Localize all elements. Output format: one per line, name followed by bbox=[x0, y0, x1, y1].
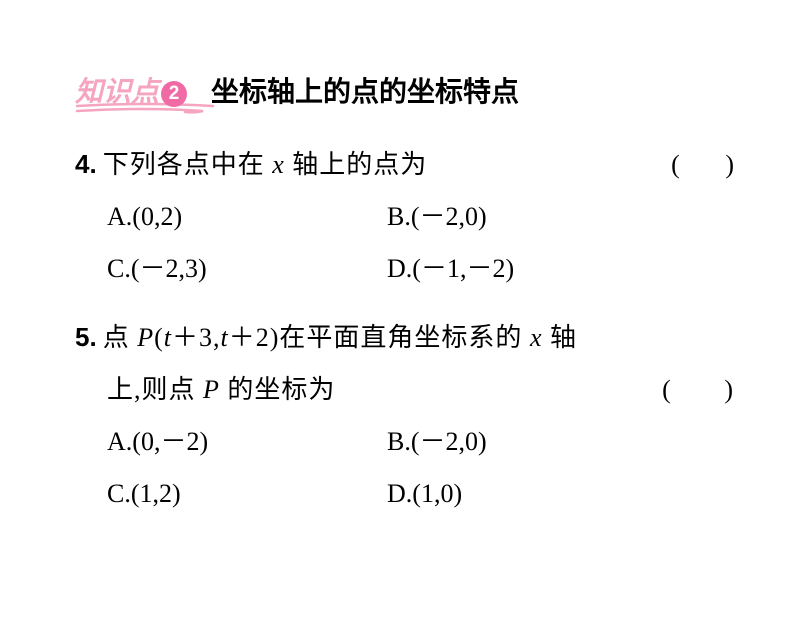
text-part: ＋2) bbox=[229, 323, 280, 352]
question-number: 5. bbox=[75, 311, 97, 363]
section-heading: 知识点2 坐标轴上的点的坐标特点 bbox=[75, 70, 734, 110]
variable-x: x bbox=[530, 323, 543, 352]
variable-x: x bbox=[272, 150, 285, 179]
option-value: (－1,－2) bbox=[412, 254, 514, 283]
option-label: C. bbox=[107, 254, 131, 283]
option-value: (1,2) bbox=[131, 479, 181, 508]
option-c: C.(－2,3) bbox=[107, 243, 387, 295]
option-value: (－2,0) bbox=[411, 427, 487, 456]
option-label: B. bbox=[387, 427, 411, 456]
option-d: D.(－1,－2) bbox=[387, 243, 514, 295]
variable-t: t bbox=[164, 323, 172, 352]
option-label: D. bbox=[387, 479, 412, 508]
question-4: 4. 下列各点中在 x 轴上的点为 ( ) A.(0,2) B.(－2,0) C… bbox=[75, 138, 734, 295]
question-5-stem-line2: 上,则点 P 的坐标为 ( ) bbox=[75, 364, 734, 416]
text-part: ＋3, bbox=[172, 323, 221, 352]
answer-paren: ( ) bbox=[662, 364, 734, 416]
options-row-1: A.(0,－2) B.(－2,0) bbox=[75, 416, 734, 468]
options-row-1: A.(0,2) B.(－2,0) bbox=[75, 191, 734, 243]
text-part: 的坐标为 bbox=[220, 375, 336, 404]
heading-title: 坐标轴上的点的坐标特点 bbox=[211, 70, 519, 110]
option-value: (－2,3) bbox=[131, 254, 207, 283]
option-label: D. bbox=[387, 254, 412, 283]
option-value: (1,0) bbox=[412, 479, 462, 508]
options-row-2: C.(1,2) D.(1,0) bbox=[75, 468, 734, 520]
text-part: 轴 bbox=[542, 323, 577, 352]
text-part: 轴上的点为 bbox=[285, 150, 428, 179]
text-part: 下列各点中在 bbox=[103, 150, 273, 179]
question-4-stem: 4. 下列各点中在 x 轴上的点为 ( ) bbox=[75, 138, 734, 191]
variable-P: P bbox=[203, 375, 220, 404]
options-row-2: C.(－2,3) D.(－1,－2) bbox=[75, 243, 734, 295]
text-part: 在平面直角坐标系的 bbox=[279, 323, 530, 352]
option-value: (0,2) bbox=[132, 202, 182, 231]
option-d: D.(1,0) bbox=[387, 468, 462, 520]
variable-t: t bbox=[221, 323, 229, 352]
option-label: B. bbox=[387, 202, 411, 231]
option-value: (－2,0) bbox=[411, 202, 487, 231]
answer-paren: ( ) bbox=[671, 139, 734, 191]
option-value: (0,－2) bbox=[132, 427, 208, 456]
text-part: 点 bbox=[103, 323, 138, 352]
circle-number-badge: 2 bbox=[161, 81, 187, 107]
option-c: C.(1,2) bbox=[107, 468, 387, 520]
question-5-stem-line1: 5. 点 P(t＋3,t＋2)在平面直角坐标系的 x 轴 bbox=[75, 311, 734, 364]
option-a: A.(0,－2) bbox=[107, 416, 387, 468]
knowledge-label-text: 知识点 bbox=[75, 77, 159, 108]
option-b: B.(－2,0) bbox=[387, 191, 487, 243]
question-number: 4. bbox=[75, 138, 97, 190]
option-b: B.(－2,0) bbox=[387, 416, 487, 468]
option-label: C. bbox=[107, 479, 131, 508]
text-part: 上,则点 bbox=[107, 375, 203, 404]
variable-P: P bbox=[137, 323, 154, 352]
text-part: ( bbox=[154, 323, 164, 352]
option-label: A. bbox=[107, 427, 132, 456]
question-text: 下列各点中在 x 轴上的点为 bbox=[103, 139, 671, 191]
knowledge-label: 知识点2 bbox=[75, 70, 187, 110]
question-5: 5. 点 P(t＋3,t＋2)在平面直角坐标系的 x 轴 上,则点 P 的坐标为… bbox=[75, 311, 734, 520]
question-text: 上,则点 P 的坐标为 bbox=[107, 364, 662, 416]
option-a: A.(0,2) bbox=[107, 191, 387, 243]
question-text: 点 P(t＋3,t＋2)在平面直角坐标系的 x 轴 bbox=[103, 312, 734, 364]
option-label: A. bbox=[107, 202, 132, 231]
